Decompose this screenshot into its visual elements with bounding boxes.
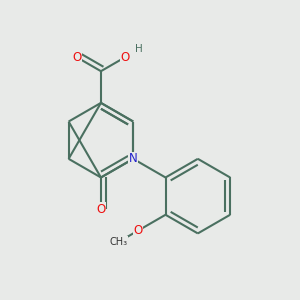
Text: O: O xyxy=(121,51,130,64)
Text: O: O xyxy=(72,51,81,64)
Text: CH₃: CH₃ xyxy=(110,237,128,247)
Text: O: O xyxy=(134,224,143,237)
Text: H: H xyxy=(135,44,142,54)
Text: N: N xyxy=(129,152,138,165)
Text: O: O xyxy=(96,203,106,216)
